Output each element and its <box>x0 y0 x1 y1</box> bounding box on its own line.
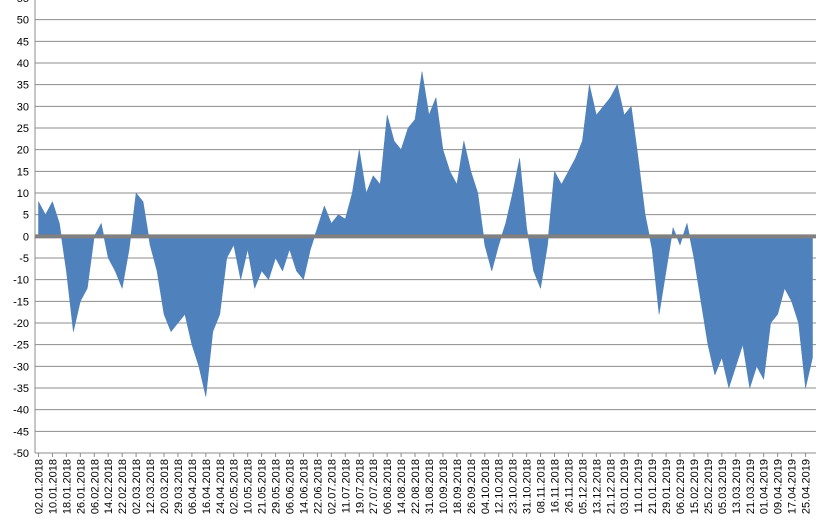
x-tick-label: 20.03.2018 <box>159 459 171 514</box>
x-tick-label: 02.07.2018 <box>326 459 338 514</box>
y-tick-label: -35 <box>13 383 29 395</box>
x-tick-label: 27.07.2018 <box>368 459 380 514</box>
x-tick-label: 10.09.2018 <box>438 459 450 514</box>
x-tick-label: 11.07.2018 <box>340 459 352 513</box>
x-tick-label: 16.04.2018 <box>201 459 213 514</box>
x-tick-label: 22.06.2018 <box>312 459 324 514</box>
x-tick-label: 25.04.2019 <box>801 459 813 514</box>
x-tick-label: 02.05.2018 <box>229 459 241 514</box>
x-tick-label: 18.09.2018 <box>452 459 464 514</box>
x-tick-label: 26.09.2018 <box>466 459 478 514</box>
x-tick-label: 29.01.2019 <box>661 459 673 514</box>
x-tick-label: 04.10.2018 <box>480 459 492 514</box>
x-tick-label: 05.12.2018 <box>577 459 589 514</box>
x-tick-label: 31.10.2018 <box>522 459 534 514</box>
y-tick-label: 45 <box>17 36 29 48</box>
x-tick-label: 21.05.2018 <box>257 459 269 514</box>
x-tick-label: 16.11.2018 <box>550 459 562 513</box>
x-tick-label: 08.11.2018 <box>536 459 548 513</box>
y-tick-label: 30 <box>17 101 29 113</box>
y-tick-label: -40 <box>13 405 29 417</box>
y-tick-label: 15 <box>17 166 29 178</box>
x-tick-label: 06.02.2018 <box>89 459 101 514</box>
x-tick-label: 23.10.2018 <box>508 459 520 514</box>
x-tick-label: 26.01.2018 <box>75 459 87 514</box>
x-tick-label: 17.04.2019 <box>787 459 799 514</box>
x-tick-label: 29.03.2018 <box>173 459 185 514</box>
x-tick-label: 06.06.2018 <box>285 459 297 514</box>
y-tick-label: -50 <box>13 448 29 460</box>
x-tick-label: 05.03.2019 <box>717 459 729 514</box>
y-tick-label: -45 <box>13 426 29 438</box>
x-tick-label: 06.04.2018 <box>187 459 199 514</box>
y-tick-label: 0 <box>23 231 29 243</box>
area <box>38 71 813 397</box>
y-tick-label: -5 <box>19 253 29 265</box>
y-tick-label: 5 <box>23 210 29 222</box>
x-tick-label: 15.02.2019 <box>689 459 701 514</box>
y-tick-label: 10 <box>17 188 29 200</box>
x-tick-label: 25.02.2019 <box>703 459 715 514</box>
y-tick-label: 40 <box>17 58 29 70</box>
x-tick-label: 12.03.2018 <box>145 459 157 514</box>
x-tick-label: 11.01.2019 <box>633 459 645 513</box>
x-tick-label: 06.02.2019 <box>675 459 687 514</box>
y-tick-label: 50 <box>17 15 29 27</box>
x-tick-label: 26.11.2018 <box>563 459 575 513</box>
y-tick-label: -20 <box>13 318 29 330</box>
x-tick-label: 21.12.2018 <box>605 459 617 514</box>
y-tick-label: -30 <box>13 361 29 373</box>
x-tick-label: 18.01.2018 <box>61 459 73 514</box>
x-tick-label: 02.03.2018 <box>131 459 143 514</box>
x-tick-label: 01.04.2019 <box>759 459 771 514</box>
x-tick-label: 09.04.2019 <box>773 459 785 514</box>
y-tick-label: 25 <box>17 123 29 135</box>
y-tick-label: 20 <box>17 145 29 157</box>
x-tick-label: 29.05.2018 <box>271 459 283 514</box>
x-tick-label: 03.01.2019 <box>619 459 631 514</box>
y-tick-label: -10 <box>13 275 29 287</box>
y-tick-label: 55 <box>17 0 29 5</box>
x-tick-label: 02.01.2018 <box>33 459 45 514</box>
x-tick-label: 19.07.2018 <box>354 459 366 514</box>
x-tick-label: 12.10.2018 <box>494 459 506 514</box>
x-tick-label: 10.01.2018 <box>47 459 59 514</box>
x-tick-label: 13.12.2018 <box>591 459 603 514</box>
x-tick-label: 14.06.2018 <box>298 459 310 514</box>
x-tick-label: 14.08.2018 <box>396 459 408 514</box>
x-tick-label: 21.03.2019 <box>745 459 757 514</box>
x-tick-label: 14.02.2018 <box>103 459 115 514</box>
x-tick-label: 10.05.2018 <box>243 459 255 514</box>
y-tick-label: -15 <box>13 296 29 308</box>
x-tick-label: 22.02.2018 <box>117 459 129 514</box>
x-tick-label: 06.08.2018 <box>382 459 394 514</box>
x-tick-label: 31.08.2018 <box>424 459 436 514</box>
x-tick-label: 22.08.2018 <box>410 459 422 514</box>
x-tick-label: 13.03.2019 <box>731 459 743 514</box>
y-tick-label: 35 <box>17 80 29 92</box>
y-tick-label: -25 <box>13 340 29 352</box>
x-tick-label: 24.04.2018 <box>215 459 227 514</box>
x-tick-label: 21.01.2019 <box>647 459 659 514</box>
